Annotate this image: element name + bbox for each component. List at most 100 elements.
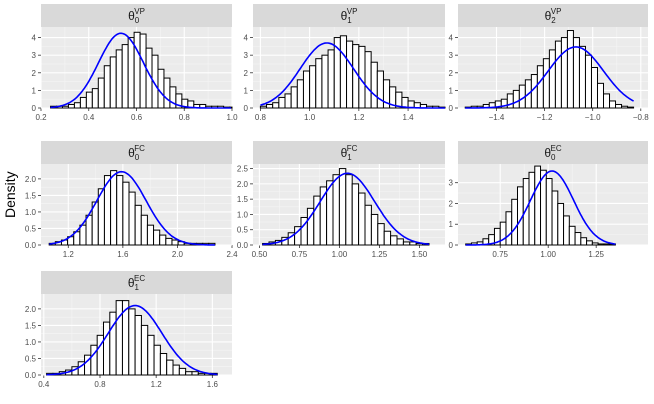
histogram-bar [560,37,568,109]
y-tick-label: 2 [32,69,37,78]
histogram-bar [345,174,353,246]
x-tick-label: 0.75 [292,250,308,259]
histogram-bar [506,93,514,109]
facet-strip [41,4,232,27]
y-tick-label: 2.0 [237,180,249,189]
histogram-bar [103,65,111,109]
facet-strip [458,141,648,164]
histogram-bar [512,89,520,109]
histogram-bar [61,105,69,109]
x-tick-label: −0.8 [633,113,649,122]
histogram-bar [597,243,605,246]
histogram-bar [140,214,148,246]
density-curve [465,170,616,246]
histogram-bar [332,174,340,246]
facet-strip [41,271,232,294]
histogram-bar [370,61,378,109]
x-tick-label: 1.4 [403,113,415,122]
histogram-bar [133,31,141,109]
y-tick-label: 2.0 [25,175,37,184]
y-tick-label: 1.0 [25,208,37,217]
histogram-bar [159,234,167,246]
facet-title: θ0VP [128,7,145,25]
histogram-bar [568,225,576,246]
histogram-bar [165,237,173,246]
histogram-bar [574,232,582,246]
histogram-bar [364,204,372,246]
x-tick-label: 0.2 [35,113,47,122]
histogram-bar [327,49,335,109]
histogram-bar [115,49,123,109]
histogram-bar [396,238,404,246]
density-curve [46,304,218,376]
histogram-bar [511,198,518,246]
histogram-bar [73,102,81,109]
x-tick-label: 0.50 [252,250,268,259]
y-tick-label: 0.5 [25,224,37,233]
histogram-bar [171,239,179,246]
y-tick-label: 0 [244,104,249,113]
histogram-bar [346,40,354,109]
histogram-bar [296,79,304,109]
histogram-bar [163,77,171,109]
histogram-bar [557,202,565,246]
x-tick-label: 0.75 [492,250,508,259]
histogram-bar [278,96,286,109]
histogram-bar [85,91,93,109]
histogram-bar [266,103,274,109]
histogram-bar [551,190,559,246]
histogram-bar [169,86,177,109]
x-tick-label: 1.00 [540,250,556,259]
histogram-bar [603,93,611,109]
histogram-bar [128,191,136,246]
histogram-bar [402,241,411,246]
histogram-bar [122,181,130,246]
y-tick-label: 1.5 [25,191,37,200]
x-tick-label: 0.4 [38,380,50,389]
histogram-bar [121,44,129,109]
y-tick-label: 2.5 [237,165,249,174]
y-tick-label: 0.0 [25,241,37,250]
histogram-bar [603,243,611,246]
histogram-bar [534,165,542,246]
facet-panel-1: θ1VP 0.8 1.0 1.2 1.4 0 1 2 3 4 [244,4,446,122]
histogram-bar [615,103,623,109]
facet-strip [253,4,445,27]
facet-title: θ1VP [341,7,358,25]
histogram-bar [91,88,99,109]
x-tick-label: 1.50 [412,250,428,259]
histogram-bar [321,54,329,109]
histogram-bar [284,93,292,109]
histogram-bar [191,371,199,376]
y-tick-label: 0 [449,241,454,250]
histogram-bar [566,30,574,109]
histogram-bar [338,168,347,246]
histogram-bar [134,314,142,376]
y-tick-label: 1.5 [237,195,249,204]
histogram-bar [153,344,161,376]
y-tick-label: 1.0 [25,338,37,347]
histogram-bar [528,171,536,246]
y-tick-label: 2 [449,69,454,78]
histogram-bar [578,45,586,109]
x-tick-label: 1.6 [117,250,129,259]
histogram-bar [377,223,385,246]
y-tick-label: 1 [449,86,454,95]
histogram-bar [110,170,118,246]
y-tick-label: 2 [244,69,249,78]
histogram-bar [554,40,562,109]
y-tick-label: 1 [449,220,454,229]
x-tick-label: 0.4 [83,113,95,122]
histogram-bar [139,33,147,109]
facet-title: θ1FC [341,144,358,162]
facet-title: θ0EC [544,144,561,162]
histogram-bar [140,324,149,376]
x-tick-label: −1.0 [585,113,601,122]
histogram-bar [127,37,135,109]
histogram-bar [97,77,105,109]
histogram-bar [572,37,580,109]
histogram-bar [272,102,280,109]
histogram-bar [178,367,187,376]
density-curve [465,46,634,109]
